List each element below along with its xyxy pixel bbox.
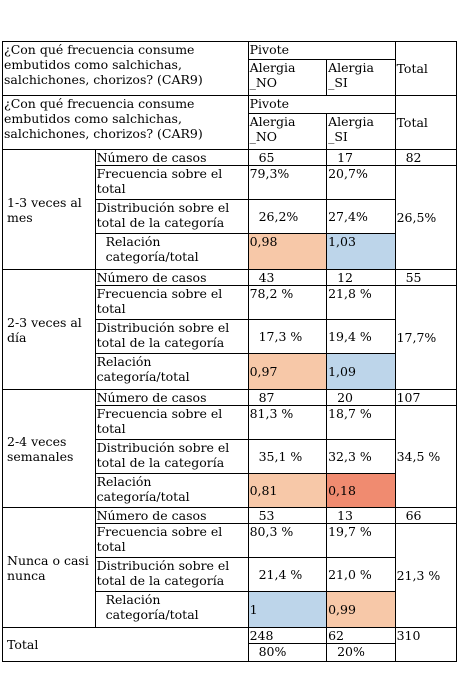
question-header: ¿Con qué frecuencia consume embutidos co… [2,41,249,96]
cell-value: 65 [247,149,328,166]
cell-highlight: 0,97 [247,353,328,390]
total-header: Total [394,41,458,96]
pivot-header: Pivote [247,95,396,114]
cell-value: 81,3 % [247,405,328,440]
cell-value: 53 [247,507,328,524]
cell-value: 26,2% [247,199,328,234]
cell-total: 21,3 % [394,523,458,628]
cell-highlight: 0,98 [247,233,328,270]
total-pct-si: 20% [326,643,396,662]
total-si: 62 [326,627,396,644]
cell-highlight: 0,18 [326,473,396,508]
row-label: Frecuencia sobre el total [94,405,249,440]
cell-value: 78,2 % [247,285,328,320]
cell-total: 66 [394,507,458,524]
cell-value: 19,4 % [326,319,396,354]
row-label: Relación categoría/total [94,353,249,390]
row-label: Relación categoría/total [94,473,249,508]
row-label: Distribución sobre el total de la catego… [94,557,249,592]
cell-value: 21,0 % [326,557,396,592]
row-label: Distribución sobre el total de la catego… [94,439,249,474]
cell-total: 55 [394,269,458,286]
group-label: Nunca o casi nunca [2,507,96,628]
cell-highlight: 1,03 [326,233,396,270]
total-no: 248 [247,627,328,644]
cell-total: 17,7% [394,285,458,390]
cell-highlight: 0,99 [326,591,396,628]
cell-value: 17,3 % [247,319,328,354]
cell-value: 20 [326,389,396,406]
cell-value: 13 [326,507,396,524]
cell-value: 17 [326,149,396,166]
group-label: 2-4 veces semanales [2,389,96,508]
cell-value: 87 [247,389,328,406]
pivot-header: Pivote [247,41,396,60]
total-pct-no: 80% [247,643,328,662]
cell-value: 80,3 % [247,523,328,558]
cell-total: 34,5 % [394,405,458,508]
cell-value: 20,7% [326,165,396,200]
cell-value: 27,4% [326,199,396,234]
crosstab-table: ¿Con qué frecuencia consume embutidos co… [2,41,458,662]
row-label: Distribución sobre el total de la catego… [94,199,249,234]
cell-value: 43 [247,269,328,286]
total-header: Total [394,95,458,150]
cell-value: 21,8 % [326,285,396,320]
row-label: Número de casos [94,507,249,524]
row-label: Número de casos [94,389,249,406]
row-label: Frecuencia sobre el total [94,285,249,320]
cell-value: 35,1 % [247,439,328,474]
col-alergia-si: Alergia _SI [326,59,396,96]
cell-highlight: 1 [247,591,328,628]
col-alergia-no: Alergia _NO [247,59,328,96]
question-header: ¿Con qué frecuencia consume embutidos co… [2,95,249,150]
row-label: Número de casos [94,269,249,286]
group-label: 2-3 veces al día [2,269,96,390]
row-label: Relación categoría/total [94,591,249,628]
cell-highlight: 1,09 [326,353,396,390]
cell-value: 12 [326,269,396,286]
row-label: Frecuencia sobre el total [94,523,249,558]
col-alergia-no: Alergia _NO [247,113,328,150]
col-alergia-si: Alergia _SI [326,113,396,150]
cell-total: 82 [394,149,458,166]
row-label: Distribución sobre el total de la catego… [94,319,249,354]
cell-value: 19,7 % [326,523,396,558]
row-label: Relación categoría/total [94,233,249,270]
total-total: 310 [394,627,458,662]
total-label: Total [2,627,249,662]
cell-total: 107 [394,389,458,406]
cell-value: 32,3 % [326,439,396,474]
cell-value: 18,7 % [326,405,396,440]
group-label: 1-3 veces al mes [2,149,96,270]
cell-total: 26,5% [394,165,458,270]
cell-highlight: 0,81 [247,473,328,508]
row-label: Número de casos [94,149,249,166]
row-label: Frecuencia sobre el total [94,165,249,200]
cell-value: 79,3% [247,165,328,200]
cell-value: 21,4 % [247,557,328,592]
